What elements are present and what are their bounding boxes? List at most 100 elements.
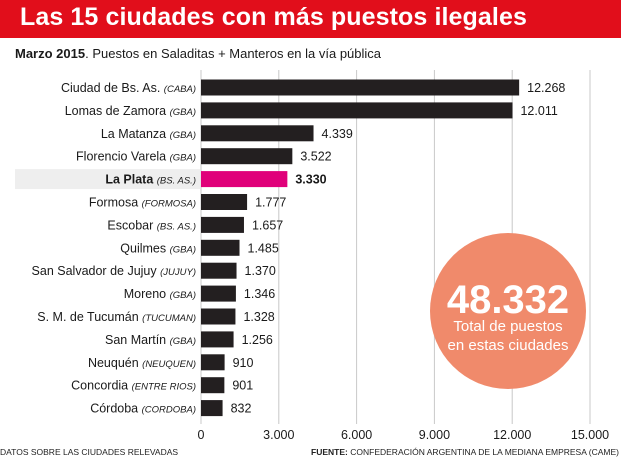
total-circle [430, 233, 586, 389]
value-label: 832 [231, 402, 252, 416]
category-name: Ciudad de Bs. As. [61, 81, 164, 95]
bar [201, 102, 513, 119]
category-region: (ENTRE RIOS) [132, 382, 196, 393]
category-region: (TUCUMAN) [142, 313, 196, 324]
bar [201, 285, 236, 302]
value-label: 4.339 [322, 127, 353, 141]
value-label: 910 [233, 356, 254, 370]
bar [201, 308, 236, 325]
total-caption-line2: en estas ciudades [448, 337, 569, 354]
category-label: Escobar (BS. AS.) [107, 218, 196, 232]
footer-note: DATOS SOBRE LAS CIUDADES RELEVADAS [0, 447, 179, 457]
x-tick-label: 9.000 [419, 428, 450, 442]
page-title: Las 15 ciudades con más puestos ilegales [20, 3, 527, 31]
category-label: La Plata (BS. AS.) [105, 173, 196, 187]
bar [201, 125, 314, 142]
x-axis-ticks: 0 3.000 6.000 9.000 12.000 15.000 [198, 428, 610, 442]
category-label: San Salvador de Jujuy (JUJUY) [32, 264, 196, 278]
bar [201, 377, 225, 394]
value-label: 1.346 [244, 287, 275, 301]
category-region: (JUJUY) [160, 267, 196, 278]
total-caption-line1: Total de puestos [453, 318, 562, 335]
x-tick-label: 12.000 [493, 428, 531, 442]
bar [201, 262, 237, 279]
value-label: 3.330 [295, 173, 326, 187]
category-region: (GBA) [170, 130, 196, 141]
value-label: 1.256 [242, 333, 273, 347]
header-banner: Las 15 ciudades con más puestos ilegales [0, 0, 621, 38]
category-name: La Plata [105, 173, 156, 187]
value-label: 1.657 [252, 218, 283, 232]
highlight-row [15, 169, 200, 190]
category-label: Concordia (ENTRE RIOS) [71, 379, 196, 393]
bar [201, 171, 288, 188]
category-name: Moreno [124, 287, 170, 301]
category-name: Florencio Varela [76, 150, 170, 164]
category-region: (GBA) [170, 336, 196, 347]
value-label: 1.485 [248, 241, 279, 255]
category-region: (FORMOSA) [142, 199, 196, 210]
category-label: Ciudad de Bs. As. (CABA) [61, 81, 196, 95]
value-label: 12.268 [527, 81, 565, 95]
category-region: (NEUQUEN) [142, 359, 196, 370]
category-label: Quilmes (GBA) [120, 241, 196, 255]
total-callout: 48.332 Total de puestos en estas ciudade… [430, 233, 586, 389]
category-name: Quilmes [120, 241, 169, 255]
x-tick-label: 15.000 [571, 428, 609, 442]
category-name: Córdoba [90, 402, 141, 416]
subtitle-text: . Puestos en Saladitas + Manteros en la … [85, 46, 382, 61]
category-label: Florencio Varela (GBA) [76, 150, 196, 164]
x-tick-label: 0 [198, 428, 205, 442]
footer-source-label: FUENTE: [311, 447, 348, 457]
category-label: Neuquén (NEUQUEN) [88, 356, 196, 370]
category-name: La Matanza [101, 127, 170, 141]
bar [201, 194, 248, 210]
category-label: Córdoba (CORDOBA) [90, 402, 196, 416]
category-region: (BS. AS.) [157, 221, 196, 232]
x-tick-label: 3.000 [263, 428, 294, 442]
category-label: San Martín (GBA) [105, 333, 196, 347]
category-name: Escobar [107, 218, 156, 232]
category-region: (BS. AS.) [157, 176, 196, 187]
category-label: S. M. de Tucumán (TUCUMAN) [37, 310, 196, 324]
value-label: 1.328 [243, 310, 274, 324]
category-name: Lomas de Zamora [65, 104, 170, 118]
category-label: Moreno (GBA) [124, 287, 196, 301]
bar [201, 400, 223, 417]
category-label: Lomas de Zamora (GBA) [65, 104, 196, 118]
category-name: San Salvador de Jujuy [32, 264, 161, 278]
value-labels: 12.268 12.011 4.339 3.522 3.330 1.777 1.657 1.4… [231, 81, 566, 416]
category-region: (GBA) [170, 244, 196, 255]
value-label: 1.370 [245, 264, 276, 278]
bar [201, 148, 293, 165]
bar [201, 79, 520, 96]
category-name: San Martín [105, 333, 170, 347]
footer-source-text: CONFEDERACIÓN ARGENTINA DE LA MEDIANA EM… [347, 447, 619, 457]
category-region: (GBA) [170, 107, 196, 118]
value-label: 901 [232, 379, 253, 393]
total-value: 48.332 [447, 278, 569, 322]
category-name: S. M. de Tucumán [37, 310, 142, 324]
value-label: 1.777 [255, 196, 286, 210]
highlight-row-layer [15, 169, 200, 190]
category-labels: Ciudad de Bs. As. (CABA) Lomas de Zamora … [32, 81, 196, 416]
bars [201, 79, 520, 417]
footer-source: FUENTE: CONFEDERACIÓN ARGENTINA DE LA ME… [311, 447, 619, 457]
bar [201, 239, 240, 256]
value-label: 3.522 [300, 150, 331, 164]
bar [201, 354, 225, 371]
category-label: Formosa (FORMOSA) [89, 196, 196, 210]
category-label: La Matanza (GBA) [101, 127, 196, 141]
category-region: (CABA) [164, 84, 196, 95]
category-name: Concordia [71, 379, 131, 393]
category-region: (GBA) [170, 153, 196, 164]
bar [201, 216, 244, 233]
x-tick-label: 6.000 [341, 428, 372, 442]
category-name: Neuquén [88, 356, 142, 370]
value-label: 12.011 [520, 104, 557, 118]
category-region: (GBA) [170, 290, 196, 301]
bar [201, 331, 234, 348]
category-name: Formosa [89, 196, 142, 210]
category-region: (CORDOBA) [142, 405, 196, 416]
